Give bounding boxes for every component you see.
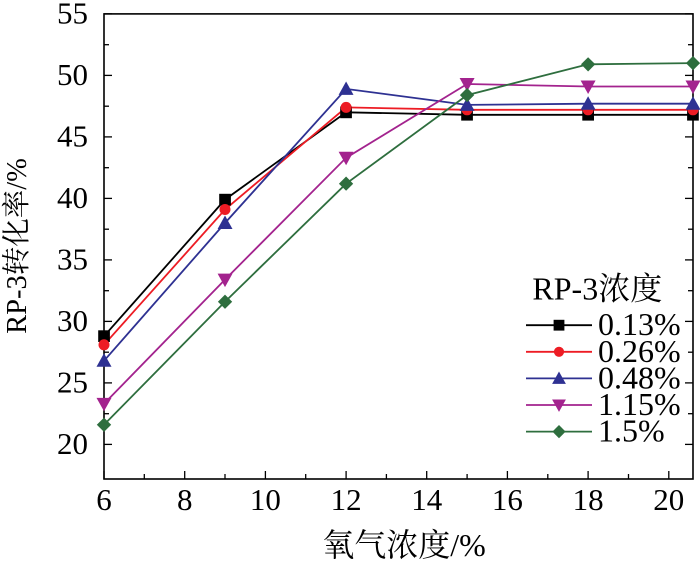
svg-text:1.5%: 1.5% — [598, 413, 665, 449]
svg-text:14: 14 — [411, 482, 443, 517]
svg-text:35: 35 — [57, 241, 88, 276]
svg-text:40: 40 — [57, 180, 88, 215]
svg-text:8: 8 — [177, 482, 193, 517]
svg-text:RP-3浓度: RP-3浓度 — [532, 271, 662, 307]
svg-text:20: 20 — [57, 426, 88, 461]
svg-text:6: 6 — [96, 482, 112, 517]
svg-text:10: 10 — [250, 482, 281, 517]
svg-text:30: 30 — [57, 303, 88, 338]
svg-text:45: 45 — [57, 118, 88, 153]
svg-text:18: 18 — [573, 482, 604, 517]
svg-text:50: 50 — [57, 57, 88, 92]
svg-text:55: 55 — [57, 0, 88, 30]
svg-text:氧气浓度/%: 氧气浓度/% — [322, 527, 486, 563]
svg-text:12: 12 — [331, 482, 362, 517]
svg-text:16: 16 — [492, 482, 523, 517]
svg-text:RP-3转化率/%: RP-3转化率/% — [1, 158, 33, 334]
svg-text:25: 25 — [57, 364, 88, 399]
svg-text:20: 20 — [653, 482, 684, 517]
